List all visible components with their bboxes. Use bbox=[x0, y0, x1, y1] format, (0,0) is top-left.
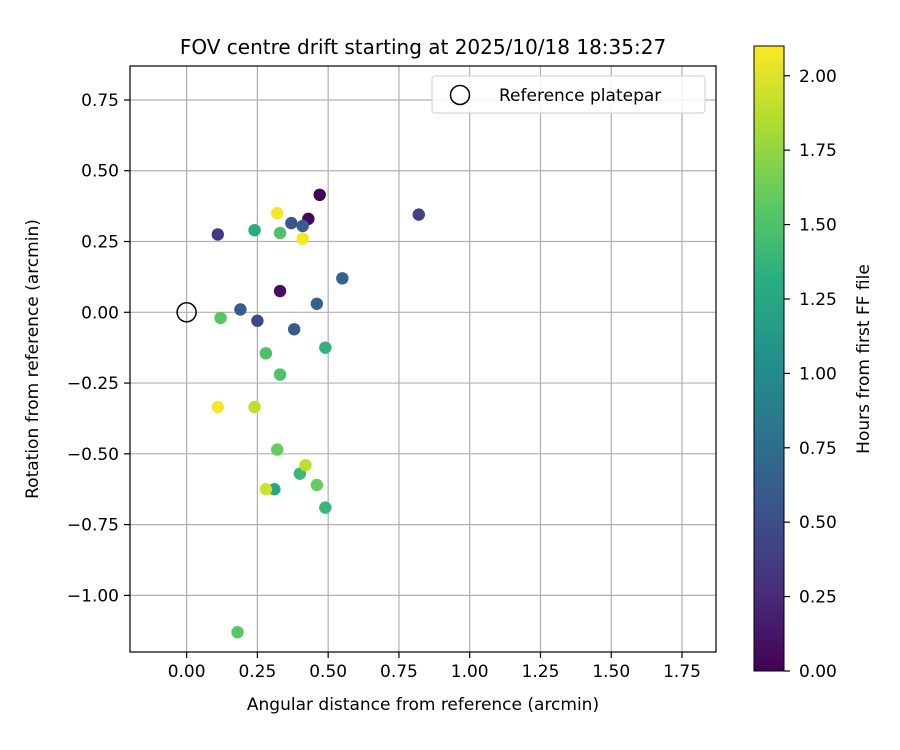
x-tick-label: 1.25 bbox=[522, 662, 560, 682]
x-tick-label: 0.75 bbox=[380, 662, 418, 682]
legend-box bbox=[431, 75, 706, 114]
legend-marker-icon bbox=[449, 84, 471, 106]
legend: Reference platepar bbox=[431, 75, 706, 114]
data-point bbox=[299, 458, 312, 472]
colorbar: 0.00 0.25 0.50 0.75 1.00 1.25 1.50 1.75 2.00 Hou… bbox=[753, 45, 874, 682]
y-tick-label: −0.25 bbox=[67, 374, 119, 394]
x-axis: 0.00 0.25 0.50 0.75 1.00 1.25 1.50 1.75 bbox=[168, 652, 701, 682]
data-point bbox=[319, 341, 332, 354]
x-tick-label: 1.00 bbox=[451, 662, 489, 682]
data-point bbox=[285, 216, 298, 230]
data-point bbox=[310, 297, 324, 310]
colorbar-tick-label: 0.75 bbox=[799, 439, 837, 459]
x-tick-label: 0.00 bbox=[168, 662, 206, 682]
data-point bbox=[231, 625, 244, 639]
data-point bbox=[319, 501, 332, 514]
data-point bbox=[214, 311, 227, 325]
data-point bbox=[248, 400, 261, 414]
data-point bbox=[313, 188, 326, 202]
data-point bbox=[211, 228, 224, 241]
data-point bbox=[211, 400, 224, 414]
data-point bbox=[271, 443, 284, 456]
data-point bbox=[273, 284, 287, 298]
colorbar-tick-label: 1.00 bbox=[799, 364, 837, 384]
y-tick-label: 0.50 bbox=[81, 162, 119, 182]
y-tick-label: 0.00 bbox=[81, 303, 119, 323]
data-point bbox=[296, 232, 309, 245]
data-point bbox=[248, 223, 261, 237]
colorbar-label: Hours from first FF file bbox=[854, 264, 874, 454]
x-tick-label: 0.50 bbox=[309, 662, 347, 682]
colorbar-tick-label: 1.75 bbox=[799, 141, 837, 161]
y-tick-label: 0.75 bbox=[81, 91, 119, 111]
colorbar-gradient bbox=[753, 45, 785, 672]
data-points bbox=[211, 188, 425, 639]
x-tick-label: 0.25 bbox=[238, 662, 276, 682]
colorbar-tick-label: 1.25 bbox=[799, 290, 837, 310]
data-point bbox=[412, 208, 425, 221]
data-point bbox=[251, 314, 264, 327]
data-point bbox=[296, 219, 309, 233]
y-tick-label: 0.25 bbox=[81, 233, 119, 253]
colorbar-tick-label: 1.50 bbox=[799, 216, 837, 236]
colorbar-tick-label: 0.50 bbox=[799, 513, 837, 533]
grid bbox=[130, 66, 716, 652]
plot-frame bbox=[129, 65, 717, 653]
data-point bbox=[273, 368, 287, 381]
data-point bbox=[287, 323, 301, 336]
y-tick-label: −0.50 bbox=[67, 445, 119, 465]
data-point bbox=[336, 272, 349, 285]
data-point bbox=[234, 303, 247, 316]
data-point bbox=[259, 483, 273, 496]
y-tick-label: −0.75 bbox=[67, 516, 119, 536]
data-point bbox=[271, 207, 284, 220]
colorbar-tick-label: 2.00 bbox=[799, 67, 837, 87]
y-tick-label: −1.00 bbox=[67, 586, 119, 606]
data-point bbox=[259, 347, 273, 360]
y-axis-label: Rotation from reference (arcmin) bbox=[23, 219, 43, 499]
colorbar-tick-label: 0.00 bbox=[799, 662, 837, 682]
x-axis-label: Angular distance from reference (arcmin) bbox=[247, 695, 599, 715]
data-point bbox=[273, 226, 287, 240]
x-tick-label: 1.75 bbox=[663, 662, 701, 682]
colorbar-tick-label: 0.25 bbox=[799, 588, 837, 608]
legend-label: Reference platepar bbox=[499, 86, 661, 106]
chart-title: FOV centre drift starting at 2025/10/18 … bbox=[180, 35, 666, 59]
reference-platepar-marker bbox=[176, 302, 197, 323]
y-axis: 0.75 0.50 0.25 0.00 −0.25 −0.50 −0.75 −1.00 bbox=[67, 91, 130, 606]
data-point bbox=[268, 483, 281, 496]
colorbar-ticks: 0.00 0.25 0.50 0.75 1.00 1.25 1.50 1.75 2.00 bbox=[784, 67, 837, 682]
data-point bbox=[310, 478, 324, 492]
x-tick-label: 1.50 bbox=[592, 662, 630, 682]
